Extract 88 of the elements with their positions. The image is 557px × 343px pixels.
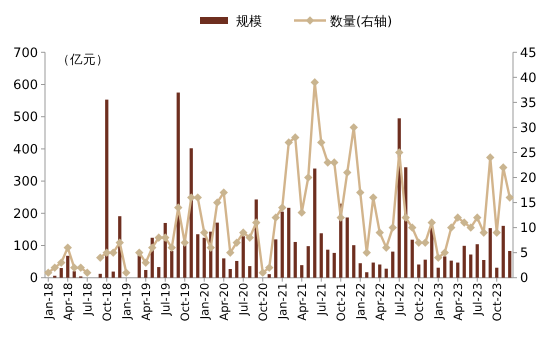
x-tick-label: Oct-23 [490,282,504,322]
y2-tick-label: 45 [520,46,537,61]
y2-tick-label: 15 [520,196,537,212]
bar [332,252,336,278]
bar [508,250,512,278]
x-tick-label: Oct-19 [178,282,192,322]
x-tick-label: Jan-21 [275,282,290,320]
bar [410,240,414,278]
x-tick-label: Jul-23 [470,282,484,316]
bar [417,264,420,278]
bar [287,208,290,278]
x-tick-label: Jul-18 [80,282,94,316]
y2-tick-label: 10 [520,221,537,236]
bar [469,254,472,278]
x-tick-label: Jan-20 [197,282,212,320]
bar [424,260,427,278]
legend-label: 数量(右轴) [330,14,392,30]
bar [66,256,70,278]
bar [436,268,440,278]
bar [365,272,368,278]
x-tick-label: Apr-23 [450,282,465,321]
bar [384,268,388,278]
y-tick-label: 0 [30,271,38,286]
x-tick-label: Jan-19 [119,282,134,320]
bar [144,270,148,278]
x-tick-label: Oct-20 [256,282,270,322]
y-tick-label: 400 [13,142,38,158]
bar [352,245,356,278]
y-tick-label: 200 [13,206,38,222]
bar [274,239,278,278]
bar [456,262,460,278]
y2-tick-label: 5 [520,246,528,262]
x-tick-label: Jul-22 [392,282,406,316]
y-tick-label: 600 [13,78,38,93]
bar [326,250,330,278]
bar [346,217,349,278]
bar [450,260,453,278]
y2-tick-label: 25 [520,146,537,161]
x-tick-label: Apr-22 [372,282,387,321]
y-tick-label: 700 [13,46,38,61]
bar [228,269,232,278]
bar [462,246,466,278]
bar [112,272,115,278]
bar [476,244,479,278]
y2-tick-label: 40 [520,70,537,86]
x-tick-label: Jan-18 [41,282,56,320]
x-tick-label: Jul-19 [158,282,172,316]
bar [391,252,394,278]
bar [358,263,362,278]
x-tick-label: Jan-23 [431,282,446,320]
bar [268,274,271,278]
bar [222,258,226,278]
y2-tick-label: 35 [520,96,537,111]
bar [98,274,102,278]
bar [495,268,498,278]
y-tick-label: 500 [13,110,38,126]
bar [300,265,304,278]
x-tick-label: Oct-21 [334,282,348,322]
y-tick-label: 300 [13,174,38,190]
bar [372,262,375,278]
bar [196,234,200,278]
bar [216,222,219,278]
bar [482,260,486,278]
x-tick-label: Apr-19 [138,282,153,321]
bar [248,266,252,278]
y-axis-title: （亿元） [57,51,109,66]
y2-tick-label: 20 [520,171,537,186]
legend-label: 规模 [236,14,262,30]
bar [502,226,505,278]
bar [313,168,316,278]
x-tick-label: Jul-20 [236,282,250,316]
y2-tick-label: 30 [520,120,537,136]
bar [157,267,160,278]
y-tick-label: 100 [13,239,38,254]
x-tick-label: Oct-22 [412,282,426,322]
x-tick-label: Jul-21 [314,282,328,316]
x-tick-label: Oct-18 [100,282,114,322]
x-tick-label: Jan-22 [353,282,368,320]
bar [378,264,382,278]
bar [235,260,238,278]
bar [320,233,323,278]
y2-tick-label: 0 [520,271,528,286]
x-tick-label: Apr-21 [294,282,309,321]
bar [306,246,310,278]
x-tick-label: Apr-18 [60,282,75,321]
bar [488,228,492,278]
bar [294,242,297,278]
x-tick-label: Apr-20 [216,282,231,321]
